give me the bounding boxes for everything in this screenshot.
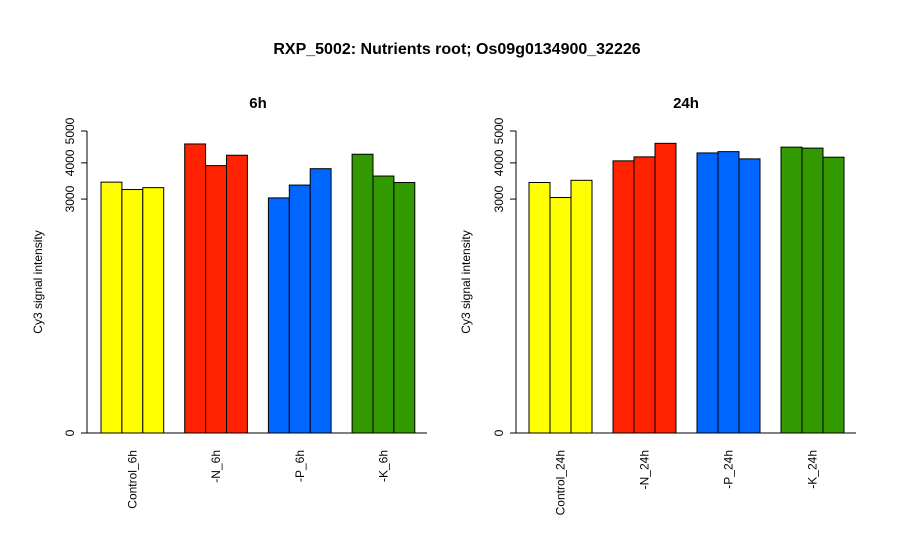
bar--K_24h-2: [801, 147, 824, 434]
bar--N_6h-2: [205, 165, 228, 434]
x-tick-label: Control_6h: [125, 450, 139, 509]
bar--P_6h-2: [288, 184, 311, 434]
y-tick-label: 5000: [63, 117, 77, 144]
panel-title: 24h: [673, 95, 699, 112]
x-tick-label: Control_24h: [554, 450, 568, 515]
y-tick-label: 4000: [492, 149, 506, 176]
x-tick-label: -P_6h: [293, 450, 307, 482]
bar-Control_24h-1: [528, 182, 551, 434]
bar-Control_24h-2: [549, 197, 572, 434]
bar--P_24h-1: [696, 152, 719, 434]
bar--K_24h-1: [780, 146, 803, 434]
y-axis-label: Cy3 signal intensity: [31, 230, 45, 333]
panel-title: 6h: [249, 95, 267, 112]
y-tick-label: 5000: [492, 117, 506, 144]
bar--N_6h-3: [226, 154, 248, 434]
y-axis-label: Cy3 signal intensity: [459, 230, 473, 333]
y-tick-label: 3000: [492, 185, 506, 212]
y-tick-label: 0: [63, 429, 77, 436]
y-tick-label: 4000: [63, 149, 77, 176]
x-tick-label: -N_6h: [209, 450, 223, 483]
x-tick-label: -P_24h: [722, 450, 736, 489]
bar-Control_6h-3: [142, 187, 165, 434]
bar-Control_24h-3: [570, 179, 593, 434]
bar--K_24h-3: [822, 156, 845, 434]
bar--N_24h-1: [612, 160, 635, 434]
figure-title: RXP_5002: Nutrients root; Os09g0134900_3…: [273, 41, 640, 58]
chart-panels: 6h Cy3 signal intensity 0 3000 4000 5000 Contr…: [31, 95, 856, 515]
bar--K_6h-3: [393, 182, 416, 434]
bar--K_6h-2: [372, 175, 395, 434]
bar--N_24h-3: [654, 142, 677, 434]
bar--N_24h-2: [633, 156, 656, 434]
bar-Control_6h-2: [121, 189, 144, 434]
x-tick-label: -K_6h: [376, 450, 390, 482]
chart-panel-1: 24h Cy3 signal intensity 0 3000 4000 5000 Cont…: [459, 95, 856, 515]
bar--P_6h-1: [267, 197, 290, 434]
bar--P_6h-3: [309, 168, 332, 434]
chart-panel-0: 6h Cy3 signal intensity 0 3000 4000 5000 Contr…: [31, 95, 427, 509]
bar--P_24h-2: [717, 151, 740, 434]
y-tick-label: 3000: [63, 185, 77, 212]
x-tick-label: -K_24h: [806, 450, 820, 489]
bar-Control_6h-1: [100, 181, 123, 434]
x-tick-label: -N_24h: [638, 450, 652, 489]
bar--K_6h-1: [351, 153, 374, 434]
y-tick-label: 0: [492, 429, 506, 436]
bar--P_24h-3: [738, 158, 761, 434]
bar--N_6h-1: [184, 143, 207, 434]
